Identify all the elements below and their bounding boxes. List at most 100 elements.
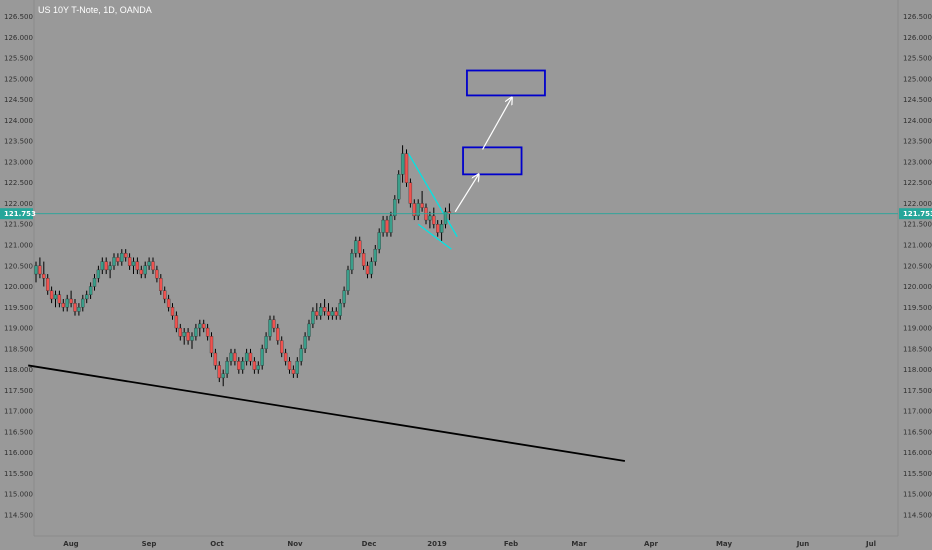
candle-body (233, 352, 237, 362)
candle-body (334, 311, 338, 316)
candle (100, 257, 104, 275)
candle (389, 211, 393, 237)
time-label-aug: Aug (63, 540, 78, 548)
left-tick-label: 119.500 (4, 304, 33, 312)
wedge-lower[interactable] (417, 223, 452, 250)
arrow-2[interactable] (482, 98, 512, 150)
left-tick-label: 123.000 (4, 158, 33, 166)
left-tick-label: 116.000 (4, 449, 33, 457)
candle (104, 257, 108, 275)
candle-body (244, 352, 249, 362)
left-tick-label: 121.500 (4, 221, 33, 229)
candle (397, 170, 401, 204)
time-label-sep: Sep (142, 540, 157, 548)
candle (346, 265, 350, 295)
candle (61, 298, 65, 312)
support-trendline[interactable] (28, 364, 626, 462)
candle (252, 357, 257, 374)
candle (124, 249, 128, 262)
candle (166, 294, 171, 312)
candle-body (88, 286, 93, 295)
right-tick-label: 124.000 (903, 117, 932, 125)
target-box-1[interactable] (462, 146, 523, 176)
wedge-upper[interactable] (407, 153, 458, 237)
candle (178, 323, 182, 341)
candle (283, 348, 288, 366)
candle (77, 303, 81, 316)
time-axis[interactable]: Aug Sep Oct Nov Dec 2019 Feb Mar Apr May Jun Jul (34, 535, 898, 548)
left-price-tag (0, 208, 33, 220)
left-tick-label: 114.500 (4, 512, 33, 520)
candle (436, 220, 440, 237)
candle (393, 195, 397, 221)
time-label-feb: Feb (504, 540, 518, 548)
candle-body (358, 240, 362, 254)
candle-body (34, 265, 38, 275)
candle (92, 274, 97, 291)
arrow-1[interactable] (454, 174, 478, 213)
drawings-layer[interactable] (28, 69, 626, 462)
candle-body (170, 307, 175, 316)
candle-body (268, 319, 272, 337)
left-tick-label: 119.000 (4, 325, 33, 333)
candle (155, 265, 159, 283)
candle (174, 311, 179, 333)
candle (276, 323, 280, 345)
candle (400, 145, 405, 183)
left-tick-label: 123.500 (4, 138, 33, 146)
left-price-axis[interactable]: 126.500 126.000 125.500 125.000 124.500 124.0… (4, 0, 35, 536)
candle-body (287, 361, 292, 370)
candle (65, 294, 69, 312)
candle-body (147, 261, 151, 266)
candle (190, 332, 194, 349)
candle-body (237, 361, 241, 370)
candle (354, 236, 358, 258)
candle (291, 365, 296, 378)
candle (116, 253, 120, 266)
candle-body (264, 336, 268, 349)
candle-body (112, 257, 116, 266)
candle (233, 348, 237, 366)
target-box-2[interactable] (466, 69, 546, 97)
right-tick-label: 119.500 (903, 304, 932, 312)
candle (49, 286, 54, 304)
candle-body (69, 298, 73, 304)
candle-body (73, 302, 77, 312)
candle (385, 215, 389, 237)
candle-body (369, 261, 374, 275)
right-price-axis[interactable]: 126.500 126.000 125.500 125.000 124.500 124.0… (897, 0, 932, 536)
right-tick-label: 115.000 (903, 491, 932, 499)
candle (350, 249, 354, 275)
candle (229, 348, 233, 366)
candles-layer (34, 145, 452, 387)
candle (73, 298, 77, 316)
candle-body (61, 302, 65, 308)
candle-body (272, 319, 276, 329)
candle-body (428, 215, 432, 221)
candle (53, 290, 58, 308)
candle (217, 361, 221, 383)
candle-body (346, 269, 350, 291)
candle-body (381, 219, 385, 233)
candle (88, 282, 93, 299)
candle-body (416, 203, 420, 217)
candle-body (276, 327, 280, 341)
candle-body (198, 323, 202, 329)
right-tick-label: 118.500 (903, 345, 932, 353)
candle-body (436, 224, 440, 233)
candle (209, 332, 214, 358)
candle (342, 286, 346, 308)
candle-body (330, 311, 335, 316)
candle (315, 303, 319, 320)
candle-body (408, 182, 413, 204)
left-tick-label: 118.000 (4, 366, 33, 374)
candle (85, 290, 89, 304)
right-tick-label: 124.500 (903, 96, 932, 104)
chart-title: US 10Y T-Note, 1D, OANDA (38, 5, 152, 15)
right-tick-label: 117.500 (903, 387, 932, 395)
left-tick-label: 126.500 (4, 13, 33, 21)
candle (264, 332, 268, 353)
candle (358, 236, 362, 258)
